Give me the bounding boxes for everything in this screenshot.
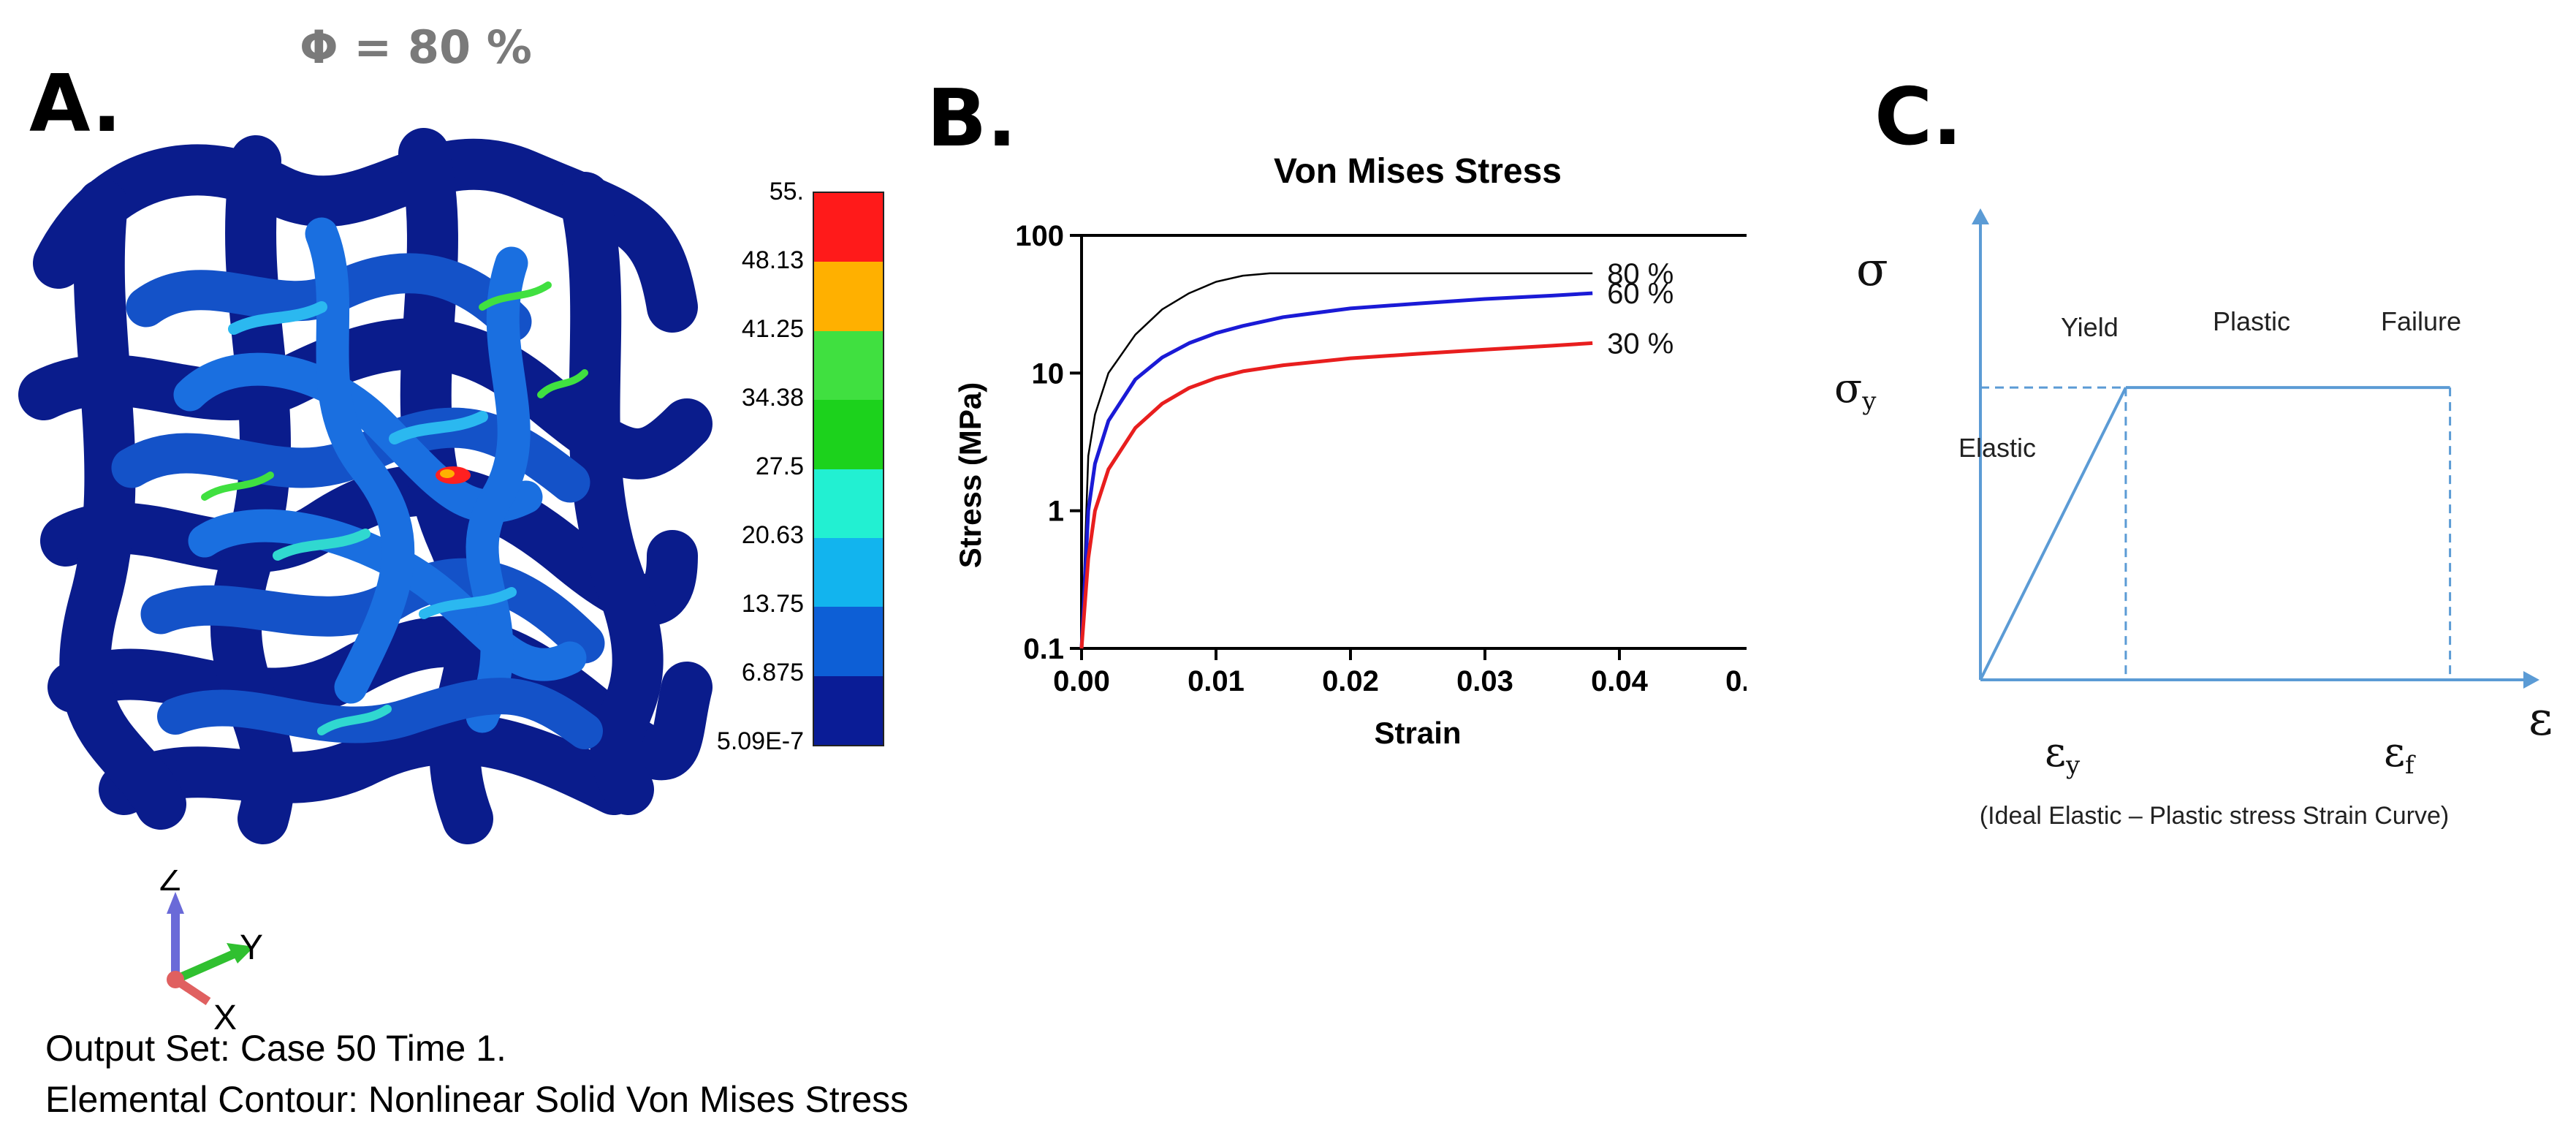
panel-b-label: B. xyxy=(927,73,1017,164)
colorbar-segment xyxy=(814,537,883,607)
y-tick-label: 1 xyxy=(1048,496,1064,528)
sigma-axis-symbol: σ xyxy=(1856,243,1888,297)
elastic-line xyxy=(1979,387,2127,681)
output-set-caption: Output Set: Case 50 Time 1. xyxy=(45,1028,506,1069)
x-tick-label: 0.02 xyxy=(1322,665,1379,697)
chart-title: Von Mises Stress xyxy=(1274,152,1562,191)
epsilon-y-label: εy xyxy=(2045,729,2081,780)
x-tick-label: 0.05 xyxy=(1725,665,1747,697)
legend-value: 34.38 xyxy=(741,384,804,412)
x-axis-label: Strain xyxy=(1374,716,1461,750)
failure-label: Failure xyxy=(2381,306,2461,336)
strain-axis-arrow xyxy=(2523,671,2539,689)
series-line xyxy=(1079,291,1593,649)
y-axis-label: Stress (MPa) xyxy=(953,382,987,568)
colorbar-segment xyxy=(814,330,883,401)
colorbar-segment xyxy=(814,607,883,676)
elastic-label: Elastic xyxy=(1958,433,2036,463)
legend-value: 41.25 xyxy=(741,315,804,343)
sigma-y-label: σy xyxy=(1834,365,1877,416)
elastic-plastic-diagram: σ ε σy εy εf Elastic Yield Plastic Failu… xyxy=(1834,208,2553,830)
y-tick-label: 100 xyxy=(1015,220,1064,252)
legend-value: 20.63 xyxy=(741,521,804,549)
plot-frame xyxy=(1080,234,1747,650)
triad-z-label: Z xyxy=(159,870,181,898)
epsilon-f-label: εf xyxy=(2384,729,2416,780)
colorbar-segment xyxy=(814,675,883,745)
series-line xyxy=(1080,272,1593,649)
panel-a-label: A. xyxy=(29,58,122,150)
porosity-title: Φ = 80 % xyxy=(300,20,532,74)
colorbar-segment xyxy=(814,193,883,262)
legend-value: 6.875 xyxy=(741,659,804,686)
legend-value: 27.5 xyxy=(755,452,804,480)
legend-value: 5.09E-7 xyxy=(716,727,804,755)
x-ticks: 0.00 0.01 0.02 0.03 0.04 0.05 xyxy=(1053,648,1747,697)
legend-value: 55. xyxy=(769,178,804,205)
stress-axis-arrow xyxy=(1972,208,1989,224)
legend-value: 13.75 xyxy=(741,590,804,618)
yield-label: Yield xyxy=(2061,312,2119,342)
series-line xyxy=(1079,341,1593,649)
series-label: 80 % xyxy=(1607,258,1673,290)
y-ticks: 0.1 1 10 100 xyxy=(1015,220,1082,665)
x-tick-label: 0.00 xyxy=(1053,665,1110,697)
series-label: 30 % xyxy=(1607,327,1673,360)
series-layer: 80 %60 % 30 % xyxy=(1079,258,1673,649)
panel-c-label: C. xyxy=(1874,72,1963,163)
y-tick-label: 0.1 xyxy=(1023,633,1064,665)
stress-colorbar xyxy=(813,192,884,746)
axes-triad: Z Y X xyxy=(159,870,263,1037)
elemental-contour-caption: Elemental Contour: Nonlinear Solid Von M… xyxy=(45,1079,909,1120)
series-label: 60 % xyxy=(1607,278,1673,310)
diagram-lines xyxy=(1972,208,2539,689)
epsilon-axis-symbol: ε xyxy=(2528,692,2553,746)
x-tick-label: 0.04 xyxy=(1591,665,1649,697)
triad-y-label: Y xyxy=(240,928,263,967)
x-tick-label: 0.01 xyxy=(1188,665,1245,697)
colorbar-segment xyxy=(814,400,883,469)
plastic-label: Plastic xyxy=(2213,306,2290,336)
x-tick-label: 0.03 xyxy=(1456,665,1513,697)
y-tick-label: 10 xyxy=(1032,357,1065,390)
diagram-caption: (Ideal Elastic – Plastic stress Strain C… xyxy=(1980,802,2449,830)
legend-value: 48.13 xyxy=(741,246,804,274)
colorbar-segment xyxy=(814,262,883,331)
von-mises-chart: Von Mises Stress Strain Stress (MPa) 0.1… xyxy=(953,152,1747,750)
colorbar-segment xyxy=(814,469,883,538)
triad-x-label: X xyxy=(213,999,237,1037)
scaffold-fem-render xyxy=(18,128,713,844)
